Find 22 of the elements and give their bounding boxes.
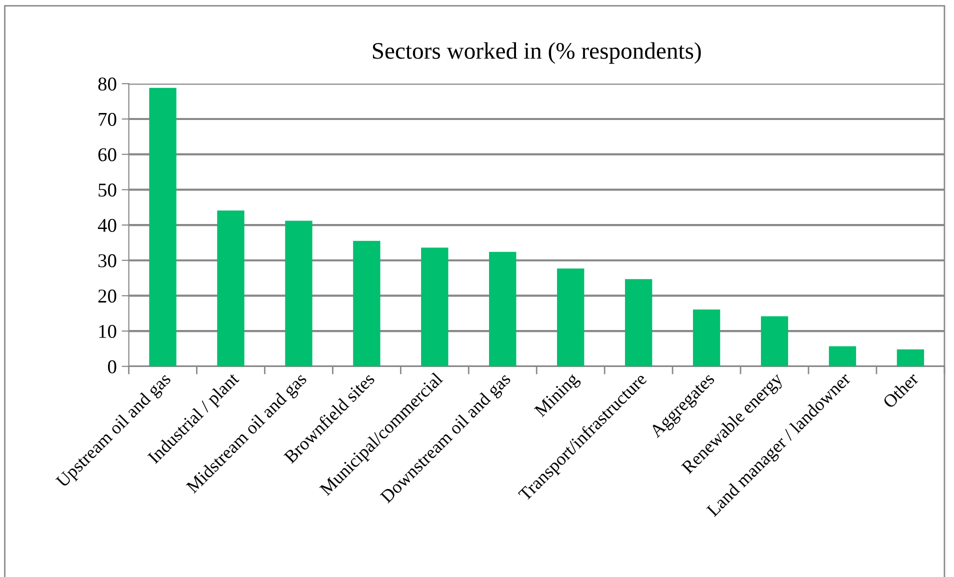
y-tick-label: 30	[98, 254, 116, 268]
y-tick-label: 20	[98, 290, 116, 303]
y-tick-label: 40	[98, 218, 116, 232]
chart-title: Sectors worked in (% respondents)	[372, 42, 701, 64]
bar	[896, 349, 924, 366]
y-tick-label: 60	[98, 148, 116, 162]
bar	[149, 88, 176, 366]
bar	[692, 309, 720, 366]
bar	[557, 268, 584, 366]
bar	[760, 316, 788, 366]
bar	[624, 279, 652, 366]
bar	[489, 252, 516, 366]
y-tick-label: 80	[98, 77, 116, 91]
y-tick-label: 50	[98, 184, 116, 197]
bar	[421, 248, 448, 366]
bar	[285, 220, 312, 366]
y-tick-label: 10	[99, 324, 116, 338]
bar	[217, 210, 244, 366]
y-tick-label: 70	[98, 112, 116, 126]
bar	[353, 240, 380, 366]
y-tick-label: 0	[108, 360, 116, 374]
bar	[828, 346, 856, 366]
